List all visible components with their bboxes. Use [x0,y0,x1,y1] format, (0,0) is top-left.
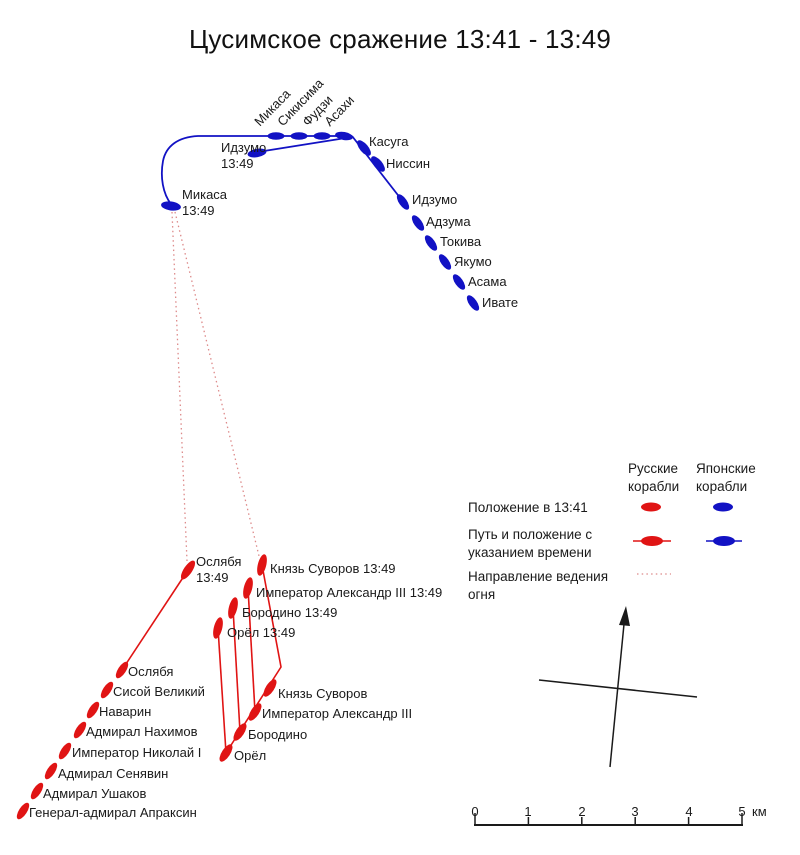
label-mikasa-1349-name: Микаса [182,187,228,202]
legend-symbols [633,502,742,575]
russian-ship-markers [16,554,277,820]
ship-marker-asama [452,274,466,290]
ship-marker-oslyabya-1341 [115,661,129,679]
legend-header-japanese: Японские корабли [696,461,756,494]
label-tokiwa: Токива [440,234,482,249]
label-kasuga: Касуга [369,134,409,149]
ship-marker-kasuga [357,140,371,156]
legend-russian-path-marker [641,536,663,546]
label-alexander-1341: Император Александр III [262,706,413,721]
ship-marker-nikolay [58,742,72,760]
scale-bar [474,813,743,826]
ship-marker-borodino-1349 [228,597,238,619]
label-borodino-1341: Бородино [248,727,308,742]
compass-north-arrow [619,606,630,626]
label-oryol-1349: Орёл 13:49 [227,625,296,640]
label-asama: Асама [468,274,507,289]
label-senyavin: Адмирал Сенявин [58,766,169,781]
ship-marker-sisoy [100,681,114,699]
ship-marker-alexander-1341 [248,703,262,721]
borodino-path [232,607,241,733]
label-suvorov-1349: Князь Суворов 13:49 [270,561,396,576]
label-oslyabya-1341: Ослябя [128,664,174,679]
mikasa-path [160,135,352,205]
fire-line-to-oslyabya [171,211,188,562]
ship-marker-alexander-1349 [243,577,253,599]
legend-japanese-position-marker [713,502,733,512]
legend-row-fire: Направление ведения огня [468,569,609,602]
label-nisshin: Ниссин [386,156,431,171]
legend-japanese-path-marker [713,536,735,546]
label-idzumo-1349-name: Идзумо [221,140,267,155]
ship-marker-idzumo-1341 [396,194,410,210]
label-idzumo-1349: Идзумо 13:49 [221,140,266,172]
legend-header-russian: Русские корабли [628,461,680,494]
oryol-path [217,627,227,754]
label-oslyabya-1349-name: Ослябя [196,554,242,569]
ship-marker-borodino-1341 [233,723,247,741]
ship-marker-adzuma [411,215,425,231]
ship-marker-senyavin [44,762,58,780]
scale-unit: км [752,804,767,819]
idzumo-path [263,136,353,152]
scale-label-3: 3 [631,804,639,819]
label-oryol-1341: Орёл [234,748,267,763]
label-nakhimov: Адмирал Нахимов [86,724,198,739]
page-title: Цусимское сражение 13:41 - 13:49 [188,24,612,54]
scale-label-2: 2 [578,804,586,819]
label-idzumo-1349-time: 13:49 [221,156,254,171]
fire-line-to-suvorov [174,211,260,557]
label-adzuma: Адзума [426,214,471,229]
ship-marker-oslyabya-1349 [180,560,196,580]
ship-marker-asahi [335,131,353,141]
legend-row-path: Путь и положение с указанием времени [468,527,593,560]
alexander-path [247,587,256,713]
ship-marker-mikasa-1341 [267,132,285,140]
label-oslyabya-1349: Ослябя 13:49 [196,554,241,586]
label-nikolay: Император Николай I [72,745,202,760]
ship-marker-yakumo [438,254,452,270]
fire-direction-lines [171,211,260,562]
ship-marker-suvorov-1349 [257,554,267,576]
scale-label-1: 1 [524,804,532,819]
label-idzumo: Идзумо [412,192,458,207]
ship-marker-suvorov-1341 [263,679,277,697]
ship-marker-ushakov [30,782,44,800]
ship-marker-idzumo-1349 [247,148,267,158]
label-oslyabya-1349-time: 13:49 [196,570,229,585]
ship-marker-shikishima [290,132,308,140]
label-alexander-1349: Император Александр III 13:49 [256,585,443,600]
ship-marker-nakhimov [73,721,87,739]
scale-label-5: 5 [738,804,746,819]
ship-marker-mikasa-1349 [161,201,181,211]
ship-marker-navarin [86,701,100,719]
ship-marker-nisshin [371,156,385,172]
ship-marker-tokiwa [424,235,438,251]
label-mikasa-1349: Микаса 13:49 [182,187,227,219]
label-suvorov-1341: Князь Суворов [278,686,368,701]
label-mikasa-1349-time: 13:49 [182,203,215,218]
label-borodino-1349: Бородино 13:49 [242,605,338,620]
ship-marker-fuji [313,132,331,140]
label-apraksin: Генерал-адмирал Апраксин [29,805,197,820]
oslyabya-path [121,569,189,671]
scale-label-0: 0 [471,804,479,819]
legend-row-position: Положение в 13:41 [468,500,588,515]
label-navarin: Наварин [99,704,152,719]
ship-marker-apraksin [16,802,30,820]
scale-label-4: 4 [685,804,693,819]
ship-marker-oryol-1341 [219,744,233,762]
label-ushakov: Адмирал Ушаков [43,786,147,801]
ship-marker-oryol-1349 [213,617,223,639]
compass-icon [538,606,698,768]
label-yakumo: Якумо [454,254,492,269]
label-sisoy: Сисой Великий [113,684,205,699]
legend-russian-position-marker [641,502,661,512]
label-iwate: Ивате [482,295,519,310]
compass-north-south-line [609,613,626,768]
ship-marker-iwate [466,295,480,311]
japanese-ship-markers [161,131,480,311]
